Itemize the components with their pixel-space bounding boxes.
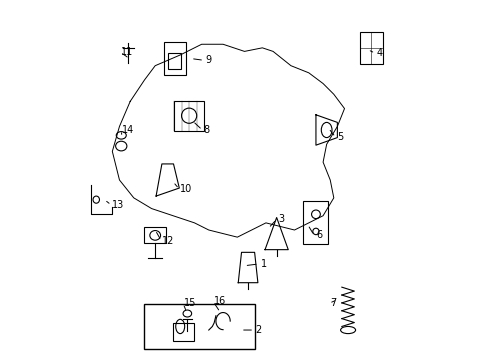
Text: 1: 1 (260, 259, 266, 269)
Text: 9: 9 (205, 55, 211, 65)
Text: 3: 3 (278, 214, 284, 224)
Bar (164, 42, 185, 75)
Bar (174, 100, 204, 131)
Bar (167, 53, 180, 69)
Bar (303, 202, 328, 244)
Text: 6: 6 (315, 230, 322, 240)
Text: 13: 13 (112, 200, 124, 210)
Text: 12: 12 (162, 236, 174, 246)
Text: 14: 14 (122, 125, 134, 135)
Text: 16: 16 (214, 296, 226, 306)
Text: 10: 10 (180, 184, 192, 194)
Bar (144, 227, 165, 243)
Bar (144, 304, 255, 348)
Bar (359, 32, 382, 64)
Text: 4: 4 (376, 48, 382, 58)
Text: 8: 8 (203, 125, 209, 135)
Text: 11: 11 (121, 47, 133, 57)
Text: 5: 5 (337, 132, 343, 142)
Bar (173, 323, 194, 341)
Text: 15: 15 (183, 298, 196, 308)
Text: 2: 2 (255, 325, 261, 335)
Text: 7: 7 (329, 298, 336, 308)
